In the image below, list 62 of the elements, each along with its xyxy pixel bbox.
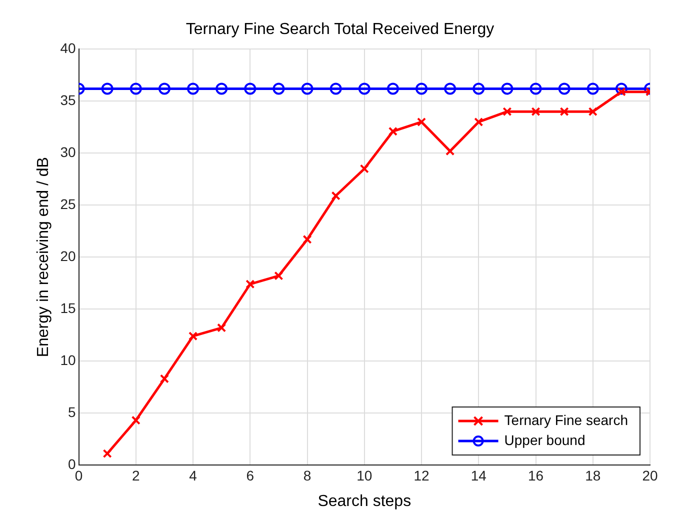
point <box>160 374 169 384</box>
point <box>244 82 256 95</box>
x-tick-label: 12 <box>414 467 430 484</box>
point <box>217 323 226 332</box>
y-tick-label: 25 <box>60 196 76 212</box>
point <box>502 107 512 116</box>
point <box>531 107 540 116</box>
y-tick-label: 40 <box>60 40 76 56</box>
x-axis-title: Search steps <box>318 492 412 510</box>
point <box>274 271 284 280</box>
y-tick-label: 30 <box>60 144 76 160</box>
point <box>588 107 598 116</box>
point <box>615 82 628 95</box>
point <box>446 146 455 156</box>
x-tick-label: 14 <box>470 467 487 484</box>
x-tick-label: 4 <box>189 467 198 484</box>
y-tick-label: 15 <box>60 300 76 316</box>
x-tick-label: 8 <box>303 467 312 484</box>
x-tick-label: 6 <box>246 467 254 484</box>
point <box>358 82 370 95</box>
point <box>302 234 312 244</box>
point <box>216 82 228 95</box>
y-tick-label: 5 <box>68 404 76 420</box>
point <box>388 126 398 136</box>
point <box>102 449 112 458</box>
x-tick-label: 2 <box>132 467 140 484</box>
point <box>530 82 542 95</box>
y-tick-label: 35 <box>60 92 76 108</box>
x-tick-label: 20 <box>642 467 658 484</box>
point <box>101 82 114 95</box>
point <box>272 82 285 95</box>
point <box>472 82 485 95</box>
point <box>301 82 314 95</box>
point <box>246 280 255 289</box>
point <box>586 82 599 95</box>
point <box>616 87 626 96</box>
point <box>444 82 456 95</box>
point <box>331 191 340 200</box>
point <box>558 82 570 95</box>
point <box>474 117 484 126</box>
point <box>130 82 142 95</box>
y-tick-label: 20 <box>60 248 76 264</box>
point <box>131 416 140 425</box>
point <box>330 82 342 95</box>
point <box>158 82 170 95</box>
y-tick-label: 10 <box>60 352 76 368</box>
point <box>416 82 428 95</box>
point <box>416 117 426 126</box>
legend-label: Ternary Fine search <box>504 412 628 428</box>
y-axis-title: Energy in receiving end / dB <box>35 157 52 358</box>
point <box>560 107 569 116</box>
point <box>386 82 399 95</box>
y-tick-label: 0 <box>68 456 76 472</box>
x-tick-label: 16 <box>528 467 544 484</box>
point <box>360 164 369 174</box>
point <box>188 332 198 341</box>
x-tick-label: 10 <box>356 467 372 484</box>
chart-title: Ternary Fine Search Total Received Energy <box>186 21 494 38</box>
point <box>501 82 514 95</box>
point <box>187 82 200 95</box>
legend-label: Upper bound <box>504 432 586 448</box>
x-tick-label: 18 <box>585 467 601 484</box>
